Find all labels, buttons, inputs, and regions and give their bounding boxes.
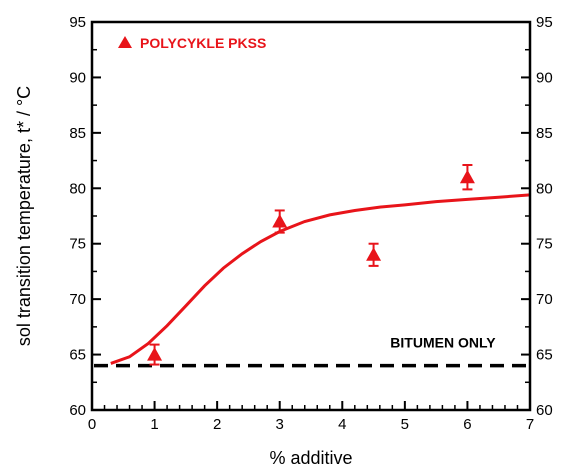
x-tick-label: 2	[213, 416, 221, 433]
x-tick-label: 3	[276, 416, 284, 433]
x-axis-title: % additive	[269, 448, 352, 468]
y-tick-label: 80	[69, 180, 86, 197]
legend-triangle-icon	[118, 36, 132, 48]
y-tick-label: 70	[69, 291, 86, 308]
y-tick-label: 95	[69, 14, 86, 31]
y-tick-label-right: 95	[536, 14, 553, 31]
bitumen-only-label: BITUMEN ONLY	[390, 335, 496, 351]
x-tick-label: 7	[526, 416, 534, 433]
data-points-layer	[147, 164, 475, 366]
x-tick-label: 0	[88, 416, 96, 433]
tick-layer: 60 60 65 65 70 70 75 75 80 80 85 85 90 90 95 95 0 1 2 3 4 5 6 7	[69, 14, 552, 433]
x-tick-label: 6	[463, 416, 471, 433]
data-point-triangle	[147, 347, 163, 361]
y-axis-title: sol transition temperature, t* / °C	[14, 86, 34, 346]
y-tick-label-right: 65	[536, 347, 553, 364]
x-tick-label: 1	[150, 416, 158, 433]
y-tick-label-right: 80	[536, 180, 553, 197]
reference-line-layer: BITUMEN ONLY	[94, 335, 528, 368]
data-point-triangle	[272, 214, 288, 228]
y-tick-label-right: 85	[536, 125, 553, 142]
legend: POLYCYKLE PKSS	[118, 35, 266, 51]
y-tick-label: 90	[69, 69, 86, 86]
y-tick-label: 85	[69, 125, 86, 142]
legend-label: POLYCYKLE PKSS	[140, 35, 266, 51]
y-tick-label-right: 70	[536, 291, 553, 308]
y-tick-label: 75	[69, 236, 86, 253]
y-tick-label: 60	[69, 402, 86, 419]
data-point-triangle	[459, 169, 475, 184]
x-tick-label: 4	[338, 416, 346, 433]
y-tick-label-right: 75	[536, 236, 553, 253]
y-tick-label-right: 90	[536, 69, 553, 86]
y-tick-label-right: 60	[536, 402, 553, 419]
plot-frame	[90, 20, 532, 412]
x-tick-label: 5	[401, 416, 409, 433]
data-point-triangle	[366, 247, 382, 261]
y-tick-label: 65	[69, 347, 86, 364]
